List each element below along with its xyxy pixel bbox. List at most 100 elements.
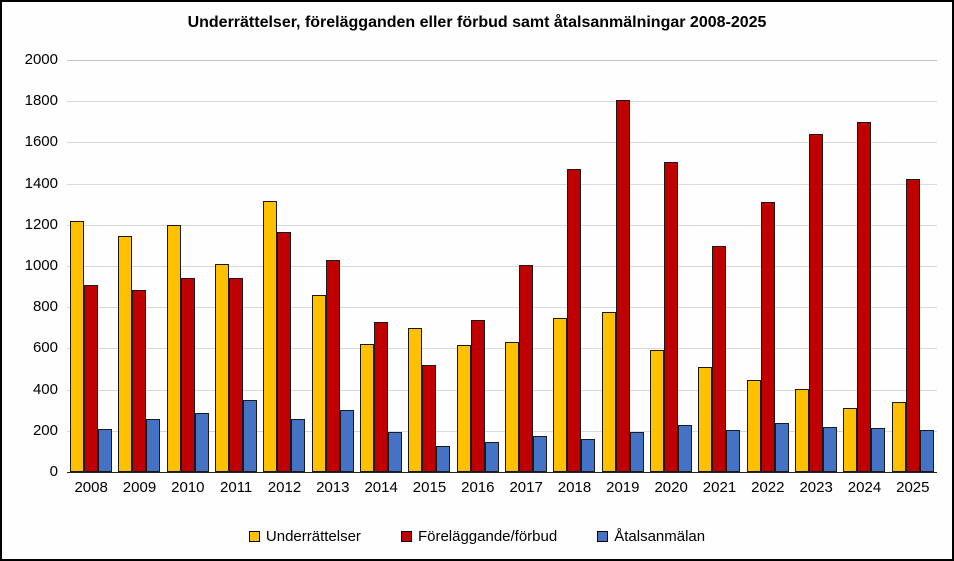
bar-group-2016 bbox=[454, 60, 502, 472]
bar-underrättelser-2016 bbox=[456, 345, 471, 472]
bar-group-2022 bbox=[744, 60, 792, 472]
legend-swatch-icon bbox=[248, 531, 260, 542]
bar-åtalsanmälan-2023 bbox=[823, 426, 838, 472]
x-tick-label: 2015 bbox=[412, 479, 447, 496]
bar-åtalsanmälan-2010 bbox=[194, 413, 209, 472]
x-axis-labels: 2008 2009 2010 2011 2012 2013 2014 2015 2016 2017… bbox=[67, 479, 937, 496]
bar-group-2008 bbox=[67, 60, 115, 472]
bar-underrättelser-2022 bbox=[746, 380, 761, 472]
gridline bbox=[67, 60, 937, 61]
bar-underrättelser-2017 bbox=[505, 342, 520, 472]
bar-föreläggande-förbud-2023 bbox=[809, 134, 824, 472]
y-tick-label: 1200 bbox=[24, 215, 58, 233]
x-tick-label: 2014 bbox=[364, 479, 398, 496]
bar-åtalsanmälan-2014 bbox=[388, 431, 403, 472]
bar-group-2012 bbox=[260, 60, 308, 472]
x-tick-label: 2008 bbox=[74, 479, 108, 496]
legend-item-åtalsanmälan: Åtalsanmälan bbox=[597, 528, 705, 545]
x-tick-label: 2025 bbox=[896, 479, 930, 496]
bar-underrättelser-2024 bbox=[843, 408, 858, 472]
bar-åtalsanmälan-2009 bbox=[146, 419, 161, 472]
bar-åtalsanmälan-2016 bbox=[484, 442, 499, 472]
legend-item-underrättelser: Underrättelser bbox=[248, 528, 361, 545]
bar-underrättelser-2025 bbox=[891, 401, 906, 472]
chart-title: Underrättelser, förelägganden eller förb… bbox=[187, 14, 767, 31]
bar-föreläggande-förbud-2019 bbox=[615, 100, 630, 472]
x-tick-label: 2012 bbox=[267, 479, 302, 496]
x-tick-label: 2016 bbox=[461, 479, 495, 496]
bar-föreläggande-förbud-2008 bbox=[84, 284, 99, 472]
bar-åtalsanmälan-2015 bbox=[436, 446, 451, 472]
bar-åtalsanmälan-2018 bbox=[581, 439, 596, 472]
bar-underrättelser-2009 bbox=[118, 236, 133, 472]
y-tick-label: 800 bbox=[32, 298, 58, 316]
x-tick-label: 2021 bbox=[702, 479, 737, 496]
bar-åtalsanmälan-2020 bbox=[678, 424, 693, 472]
bar-group-2024 bbox=[840, 60, 888, 472]
y-tick-label: 1800 bbox=[24, 92, 58, 110]
legend-swatch-icon bbox=[597, 531, 609, 542]
y-tick-label: 2000 bbox=[24, 51, 58, 68]
bar-underrättelser-2012 bbox=[263, 201, 278, 472]
bar-group-2010 bbox=[164, 60, 212, 472]
bar-föreläggande-förbud-2025 bbox=[905, 179, 920, 472]
chart-legend: Underrättelser Föreläggande/förbud Åtalsan… bbox=[2, 528, 952, 545]
bar-föreläggande-förbud-2018 bbox=[567, 169, 582, 472]
bars-layer bbox=[67, 60, 937, 472]
gridline bbox=[67, 101, 937, 103]
x-tick-label: 2009 bbox=[122, 479, 157, 496]
y-tick-label: 0 bbox=[49, 463, 58, 480]
x-tick-label: 2024 bbox=[847, 479, 882, 496]
bar-underrättelser-2019 bbox=[601, 312, 616, 472]
bar-föreläggande-förbud-2021 bbox=[712, 246, 727, 472]
gridline bbox=[67, 389, 937, 391]
bar-underrättelser-2011 bbox=[215, 263, 230, 472]
bar-group-2009 bbox=[115, 60, 163, 472]
bar-åtalsanmälan-2008 bbox=[98, 428, 113, 472]
gridline bbox=[67, 142, 937, 144]
bar-group-2015 bbox=[405, 60, 453, 472]
x-tick-label: 2022 bbox=[751, 479, 785, 496]
bar-åtalsanmälan-2021 bbox=[726, 429, 741, 472]
bar-underrättelser-2010 bbox=[166, 224, 181, 472]
x-tick-label: 2020 bbox=[654, 479, 688, 496]
bar-group-2023 bbox=[792, 60, 840, 472]
bar-underrättelser-2013 bbox=[311, 294, 326, 472]
bar-åtalsanmälan-2019 bbox=[629, 431, 644, 472]
bar-föreläggande-förbud-2020 bbox=[664, 161, 679, 472]
y-tick-label: 1000 bbox=[24, 257, 58, 274]
bar-åtalsanmälan-2025 bbox=[919, 429, 934, 472]
y-tick-label: 200 bbox=[32, 421, 58, 439]
x-tick-label: 2017 bbox=[509, 479, 543, 496]
plot-area bbox=[67, 60, 937, 473]
bar-group-2013 bbox=[309, 60, 357, 472]
legend-swatch-icon bbox=[400, 531, 412, 542]
y-tick-label: 600 bbox=[32, 339, 58, 357]
legend-item-föreläggande-förbud: Föreläggande/förbud bbox=[400, 528, 557, 545]
x-tick-label: 2023 bbox=[799, 479, 833, 496]
bar-group-2021 bbox=[695, 60, 743, 472]
x-tick-label: 2010 bbox=[171, 479, 205, 496]
bar-group-2019 bbox=[599, 60, 647, 472]
bar-föreläggande-förbud-2011 bbox=[229, 278, 244, 472]
bar-föreläggande-förbud-2015 bbox=[422, 364, 437, 472]
bar-föreläggande-förbud-2013 bbox=[325, 259, 340, 472]
bar-group-2025 bbox=[889, 60, 937, 472]
bar-föreläggande-förbud-2017 bbox=[519, 264, 534, 472]
legend-label: Underrättelser bbox=[265, 528, 361, 545]
bar-group-2014 bbox=[357, 60, 405, 472]
gridline bbox=[67, 307, 937, 309]
bar-föreläggande-förbud-2009 bbox=[132, 289, 147, 472]
x-tick-label: 2011 bbox=[220, 479, 253, 496]
bar-underrättelser-2008 bbox=[70, 220, 85, 472]
legend-label: Åtalsanmälan bbox=[614, 528, 706, 545]
gridline bbox=[67, 430, 937, 432]
bar-group-2020 bbox=[647, 60, 695, 472]
bar-underrättelser-2018 bbox=[553, 317, 568, 472]
bar-åtalsanmälan-2013 bbox=[339, 410, 354, 472]
bar-underrättelser-2020 bbox=[650, 350, 665, 472]
x-tick-label: 2018 bbox=[557, 479, 592, 496]
gridline bbox=[67, 224, 937, 226]
bar-åtalsanmälan-2017 bbox=[533, 435, 548, 472]
